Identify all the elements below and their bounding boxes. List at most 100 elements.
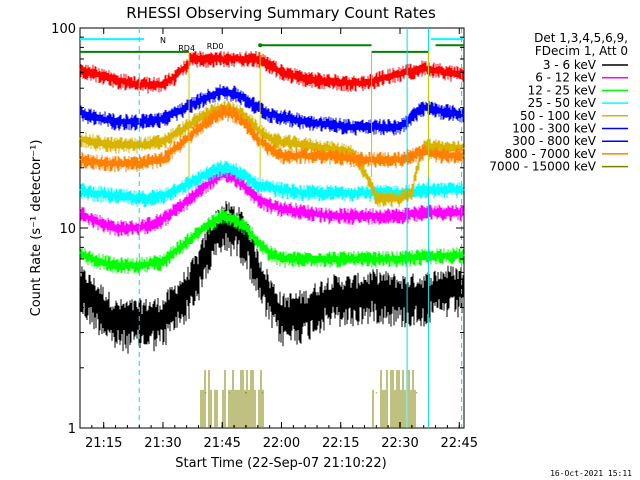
data-point [162, 158, 164, 161]
legend-label: 25 - 50 keV [528, 96, 597, 110]
series-band [80, 167, 464, 237]
data-point [269, 204, 271, 206]
data-point [446, 155, 448, 157]
data-point [221, 215, 223, 217]
data-point [186, 107, 188, 109]
data-point [205, 392, 207, 394]
data-point [209, 223, 211, 225]
data-point [304, 258, 306, 260]
data-point [115, 321, 117, 323]
data-point [423, 107, 425, 109]
data-point [280, 71, 283, 73]
series-band [80, 84, 464, 136]
data-point [233, 93, 235, 95]
axes: 21:15 21:30 21:45 22:00 22:15 22:30 22:45 1 10 10… [51, 22, 478, 451]
data-point [423, 67, 425, 69]
y-tick-label: 1 [68, 422, 76, 437]
data-point [463, 211, 465, 213]
data-point [257, 58, 259, 60]
data-point [115, 121, 117, 123]
data-point [304, 192, 306, 194]
data-point [446, 254, 448, 256]
data-point [399, 126, 401, 128]
data-point [463, 147, 465, 149]
legend-label: 12 - 25 keV [528, 83, 597, 97]
legend-label: 6 - 12 keV [535, 71, 597, 85]
x-tick-label: 21:45 [203, 436, 240, 451]
data-point [280, 155, 283, 157]
data-point [162, 219, 164, 221]
data-point [304, 77, 306, 79]
data-point [257, 241, 259, 243]
data-point [162, 141, 164, 143]
data-point [257, 129, 259, 131]
series-spikes [200, 370, 416, 428]
data-point [269, 138, 271, 140]
data-point [245, 186, 247, 188]
data-point [328, 155, 330, 157]
data-point [269, 252, 271, 254]
legend-label: 3 - 6 keV [543, 58, 597, 72]
data-point [209, 94, 211, 96]
data-point [228, 392, 230, 394]
data-point [411, 192, 413, 194]
data-point [446, 287, 448, 289]
data-point [186, 241, 188, 243]
chart-title: RHESSI Observing Summary Count Rates [126, 4, 436, 22]
data-point [352, 215, 354, 217]
data-point [79, 189, 81, 191]
series-3-6kev [79, 201, 465, 354]
attenuator-label: RD0 [207, 42, 224, 51]
series-100-300kev [79, 84, 465, 136]
data-point [79, 211, 81, 213]
data-point [399, 215, 401, 217]
data-point [257, 198, 259, 200]
data-point [162, 195, 164, 197]
data-point [79, 158, 81, 161]
data-point [245, 227, 247, 229]
data-point [79, 138, 81, 140]
legend-label: 800 - 7000 keV [505, 147, 597, 161]
data-point [115, 195, 117, 197]
data-point [186, 201, 188, 203]
series-6-12kev [79, 167, 465, 237]
x-axis-label: Start Time (22-Sep-07 21:10:22) [175, 456, 386, 471]
data-point [280, 208, 283, 210]
legend-header: Det 1,3,4,5,6,9, [534, 31, 628, 45]
data-point [245, 116, 247, 118]
data-point [233, 113, 235, 115]
data-point [79, 68, 81, 71]
rd-marker [258, 43, 263, 48]
data-point [375, 215, 377, 217]
data-point [463, 189, 465, 191]
data-point [233, 176, 235, 178]
data-point [416, 392, 418, 394]
data-point [162, 118, 164, 120]
data-point [221, 167, 223, 169]
data-point [91, 296, 93, 298]
data-point [399, 258, 401, 260]
data-point [115, 264, 117, 266]
data-point [304, 211, 306, 213]
data-point [304, 121, 306, 123]
data-point [79, 252, 81, 254]
data-point [115, 227, 117, 229]
x-tick-label: 22:00 [263, 436, 300, 451]
legend: Det 1,3,4,5,6,9,FDecim 1, Att 03 - 6 keV… [489, 31, 628, 174]
attenuator-label: RD4 [178, 44, 195, 53]
data-point [186, 183, 188, 186]
data-point [245, 236, 247, 238]
attenuator-label: N [160, 36, 166, 45]
y-axis-label: Count Rate (s⁻¹ detector⁻¹) [29, 140, 44, 317]
status-bars: N RD4 RD0 [80, 36, 464, 53]
data-point [423, 189, 425, 191]
data-point [328, 296, 330, 298]
data-point [261, 392, 264, 394]
data-point [280, 141, 283, 143]
data-point [304, 144, 306, 146]
data-point [209, 241, 211, 243]
data-point [233, 219, 235, 221]
x-tick-label: 22:30 [381, 436, 418, 451]
data-point [91, 219, 93, 221]
data-point [162, 318, 164, 320]
